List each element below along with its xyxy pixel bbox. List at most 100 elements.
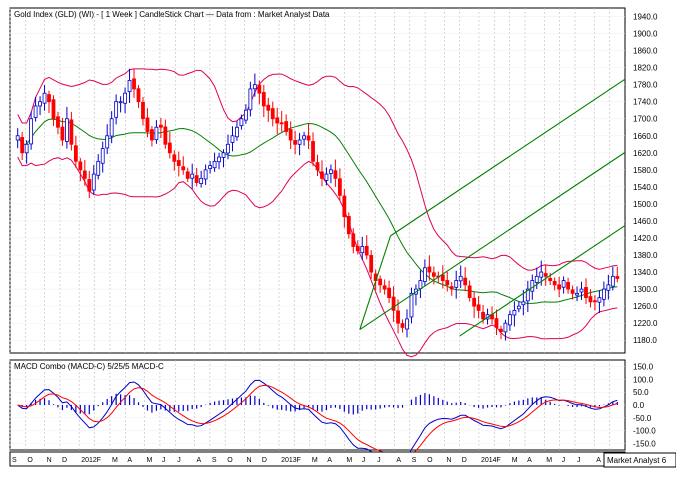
tick-label: D: [62, 457, 67, 464]
candle-body: [400, 323, 405, 328]
candle-body: [145, 117, 150, 132]
candle-body: [463, 277, 468, 286]
candle-body: [42, 92, 47, 104]
tick-label: 1340.0: [633, 268, 658, 277]
tick-label: A: [527, 457, 532, 464]
candle-body: [525, 288, 530, 302]
tick-label: -50.0: [633, 414, 652, 423]
candle-body: [311, 141, 315, 162]
candle-body: [100, 148, 105, 164]
candle-body: [284, 121, 289, 132]
tick-label: 1580.0: [633, 166, 658, 175]
candle-body: [499, 328, 503, 333]
candle-body: [588, 296, 593, 303]
tick-label: J: [362, 457, 366, 464]
candle-body: [114, 101, 119, 118]
candle-body: [293, 140, 298, 145]
price-y-axis: 1940.0 1900.0 1860.0 1820.0 1780.0 1740.0 1700…: [633, 13, 658, 346]
tick-label: J: [577, 457, 581, 464]
candle-body: [409, 292, 414, 318]
candle-body: [24, 143, 29, 154]
candle-body: [610, 275, 615, 287]
candle-body: [355, 246, 360, 252]
tick-label: F: [296, 457, 300, 464]
candle-body: [60, 126, 65, 141]
candle-body: [158, 124, 163, 128]
candle-body: [38, 101, 42, 107]
candle-body: [382, 285, 387, 290]
candle-body: [320, 171, 324, 179]
candle-body: [279, 122, 284, 125]
tick-label: 1860.0: [633, 47, 658, 56]
tick-label: 2014: [481, 457, 497, 464]
candle-body: [167, 142, 172, 154]
candle-body: [141, 101, 145, 120]
tick-label: J: [562, 457, 566, 464]
candle-body: [257, 84, 262, 94]
candle-body: [221, 152, 226, 158]
candle-body: [561, 280, 566, 288]
candle-body: [601, 288, 606, 300]
candle-body: [217, 156, 221, 163]
tick-label: S: [212, 457, 217, 464]
tick-label: M: [546, 457, 552, 464]
candle-body: [593, 300, 597, 303]
candle-body: [185, 171, 190, 179]
candle-body: [346, 216, 351, 235]
tick-label: F: [97, 457, 101, 464]
candle-body: [418, 280, 423, 290]
candle-body: [467, 285, 472, 299]
candle-body: [65, 118, 69, 142]
candle-body: [427, 266, 432, 273]
candle-body: [163, 126, 168, 145]
candle-body: [194, 175, 199, 184]
candle-body: [190, 173, 195, 179]
candle-body: [109, 118, 114, 137]
candle-body: [454, 280, 459, 288]
candle-body: [105, 135, 110, 149]
candle-body: [127, 80, 132, 93]
candle-body: [391, 296, 396, 311]
candle-body: [123, 92, 127, 104]
tick-label: 1180.0: [633, 336, 657, 345]
candle-body: [212, 160, 217, 169]
candle-body: [91, 173, 96, 191]
candle-body: [87, 179, 92, 192]
candle-body: [512, 310, 517, 316]
candle-body: [422, 267, 427, 282]
tick-label: 100.0: [633, 375, 654, 384]
tick-label: O: [427, 457, 433, 464]
tick-label: 1900.0: [633, 30, 658, 39]
candle-body: [342, 195, 347, 218]
candle-body: [199, 177, 204, 184]
candle-body: [136, 88, 141, 103]
candle-body: [235, 126, 239, 138]
candle-body: [266, 104, 271, 111]
tick-label: -100.0: [633, 427, 656, 436]
candle-body: [387, 287, 391, 299]
candle-body: [369, 255, 374, 273]
tick-label: 1260.0: [633, 302, 658, 311]
tick-label: M: [512, 457, 518, 464]
chart-title: Gold Index (GLD) (WI) - [ 1 Week ] Candl…: [14, 10, 330, 19]
candle-body: [315, 162, 320, 171]
candle-body: [552, 280, 557, 286]
tick-label: N: [47, 457, 52, 464]
candle-body: [176, 160, 181, 166]
candle-body: [557, 284, 562, 290]
candle-body: [575, 292, 579, 296]
candle-body: [530, 280, 535, 292]
candle-body: [288, 129, 293, 141]
tick-label: 50.0: [633, 388, 649, 397]
candle-body: [351, 233, 356, 247]
candle-body: [494, 318, 499, 328]
candle-body: [597, 297, 602, 303]
price-panel: 1940.0 1900.0 1860.0 1820.0 1780.0 1740.0 1700…: [9, 7, 658, 358]
candle-body: [82, 170, 87, 179]
candle-body: [449, 286, 454, 290]
candle-body: [503, 322, 508, 333]
candle-body: [539, 271, 544, 278]
tick-label: J: [162, 457, 166, 464]
pitchfork-upper: [390, 78, 626, 237]
candle-body: [405, 318, 409, 330]
